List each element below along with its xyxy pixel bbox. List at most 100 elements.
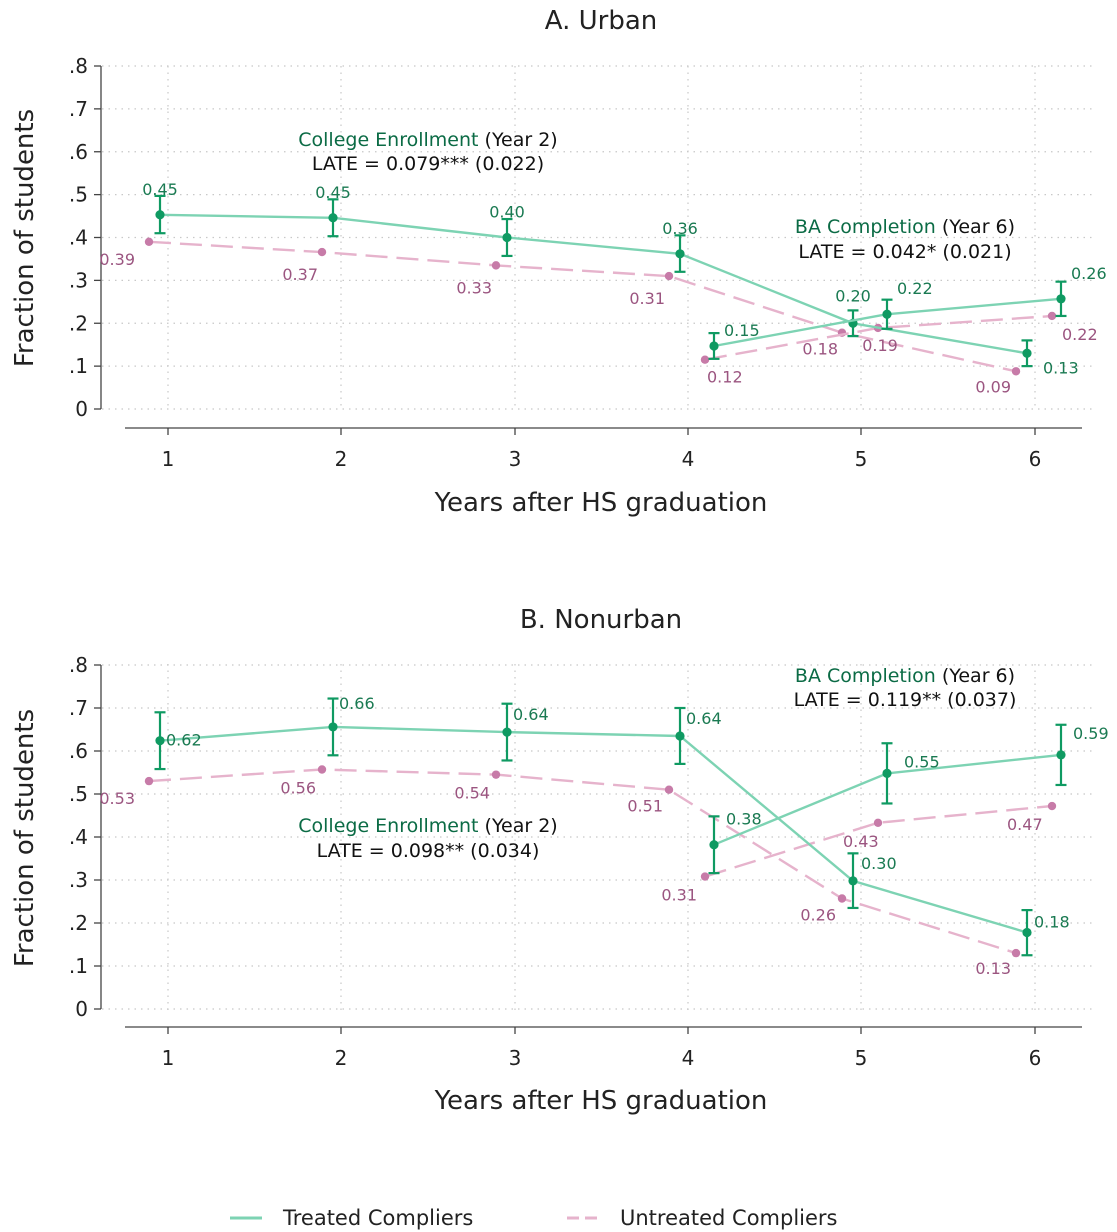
data-label-untreated: 0.12 <box>707 368 743 387</box>
data-label-treated: 0.62 <box>166 731 202 750</box>
annotation-late: LATE = 0.079*** (0.022) <box>312 153 544 175</box>
annotation-rest: (Year 6) <box>936 665 1015 687</box>
annotation-highlight: College Enrollment <box>298 129 478 151</box>
annotation-ba-completion: BA Completion (Year 6) <box>795 665 1015 687</box>
series-line-untreated <box>704 804 1053 878</box>
data-point-untreated <box>317 247 327 257</box>
data-label-untreated: 0.56 <box>280 778 316 797</box>
series-line-untreated <box>148 240 1017 373</box>
data-label-untreated: 0.22 <box>1062 325 1098 344</box>
data-point-treated <box>848 876 858 886</box>
data-point-untreated <box>700 355 710 364</box>
annotation-highlight: College Enrollment <box>298 815 478 837</box>
y-tick-label: .2 <box>69 911 88 935</box>
annotation-highlight: BA Completion <box>795 665 936 687</box>
x-tick-label: 3 <box>509 1046 522 1070</box>
data-label-treated: 0.22 <box>897 279 933 298</box>
x-tick-label: 1 <box>162 1046 175 1070</box>
data-point-treated <box>675 249 685 259</box>
y-tick-label: .6 <box>69 739 88 763</box>
data-label-treated: 0.36 <box>662 219 698 238</box>
data-label-treated: 0.66 <box>339 694 375 713</box>
y-tick-label: .6 <box>69 140 88 164</box>
x-tick-label: 5 <box>855 1046 868 1070</box>
data-label-untreated: 0.09 <box>975 377 1011 396</box>
data-point-treated <box>709 840 719 850</box>
axes: 0 .1 .2 .3 .4 .5 .6 .7 .8 1 2 3 4 5 6 <box>69 54 1082 471</box>
data-point-treated <box>502 727 512 737</box>
data-point-untreated <box>491 261 501 270</box>
data-point-treated <box>1056 750 1066 760</box>
x-tick-label: 4 <box>682 1046 695 1070</box>
data-point-untreated <box>664 271 674 281</box>
panel-urban: A. Urban Fraction of students Years afte… <box>10 6 1107 518</box>
x-axis-label: Years after HS graduation <box>434 488 768 518</box>
data-point-treated <box>328 213 338 223</box>
annotations: BA Completion (Year 6) LATE = 0.119** (0… <box>298 665 1016 862</box>
data-label-treated: 0.55 <box>904 752 940 771</box>
data-label-treated: 0.13 <box>1043 358 1079 377</box>
legend: Treated Compliers Untreated Compliers <box>230 1206 838 1230</box>
y-tick-label: 0 <box>75 997 88 1021</box>
y-tick-label: .5 <box>69 183 88 207</box>
data-label-untreated: 0.43 <box>843 832 879 851</box>
annotation-rest: (Year 2) <box>479 129 558 151</box>
annotation-ba-completion: BA Completion (Year 6) <box>795 216 1015 238</box>
y-tick-label: .3 <box>69 868 88 892</box>
y-tick-label: .8 <box>69 54 88 78</box>
y-tick-label: .2 <box>69 311 88 335</box>
data-label-untreated: 0.37 <box>282 265 318 284</box>
data-point-treated <box>155 210 165 220</box>
y-tick-label: .4 <box>69 825 88 849</box>
data-label-treated: 0.18 <box>1034 912 1070 931</box>
x-tick-label: 3 <box>509 447 522 471</box>
data-label-treated: 0.45 <box>315 183 351 202</box>
annotation-college-enrollment: College Enrollment (Year 2) <box>298 129 557 151</box>
x-tick-label: 2 <box>335 447 348 471</box>
data-label-untreated: 0.13 <box>975 959 1011 978</box>
annotation-late: LATE = 0.042* (0.021) <box>798 241 1011 263</box>
data-labels: 0.39 0.37 0.33 0.31 0.18 0.09 0.12 0.19 0.22 0.45… <box>99 180 1106 396</box>
data-point-untreated <box>1047 801 1057 811</box>
data-label-untreated: 0.31 <box>629 289 665 308</box>
annotation-late: LATE = 0.119** (0.037) <box>794 689 1017 711</box>
data-label-untreated: 0.26 <box>800 905 836 924</box>
data-labels: 0.53 0.56 0.54 0.51 0.26 0.13 0.31 0.43 0.47 0.62… <box>99 694 1108 978</box>
data-label-treated: 0.38 <box>726 810 762 829</box>
legend-label-untreated: Untreated Compliers <box>620 1206 838 1230</box>
x-tick-label: 6 <box>1029 1046 1042 1070</box>
data-point-treated <box>709 341 719 351</box>
data-point-treated <box>675 731 685 741</box>
data-label-treated: 0.30 <box>861 854 897 873</box>
data-point-untreated <box>873 818 883 828</box>
data-label-untreated: 0.18 <box>802 340 838 359</box>
panel-title: A. Urban <box>545 6 658 36</box>
data-point-untreated <box>491 770 501 779</box>
data-point-untreated <box>700 872 710 881</box>
data-point-untreated <box>144 776 154 786</box>
annotations: College Enrollment (Year 2) LATE = 0.079… <box>298 129 1015 263</box>
data-point-untreated <box>317 765 327 774</box>
data-label-untreated: 0.19 <box>862 336 898 355</box>
data-point-treated <box>155 736 165 746</box>
y-tick-label: 0 <box>75 397 88 421</box>
data-label-untreated: 0.33 <box>456 278 492 297</box>
data-label-untreated: 0.47 <box>1007 815 1043 834</box>
y-tick-label: .7 <box>69 696 88 720</box>
annotation-rest: (Year 6) <box>936 216 1015 238</box>
data-point-untreated <box>1011 948 1021 958</box>
data-point-treated <box>1022 927 1032 938</box>
series <box>144 194 1067 376</box>
data-label-untreated: 0.53 <box>99 789 135 808</box>
data-point-treated <box>502 232 512 243</box>
data-label-untreated: 0.54 <box>454 784 490 803</box>
data-point-treated <box>1056 294 1066 304</box>
panel-nonurban: B. Nonurban Fraction of students Years a… <box>10 605 1109 1116</box>
annotation-highlight: BA Completion <box>795 216 936 238</box>
data-point-untreated <box>837 894 847 903</box>
series-line-untreated <box>148 768 1017 955</box>
x-axis-label: Years after HS graduation <box>434 1086 768 1116</box>
x-tick-label: 1 <box>162 447 175 471</box>
data-label-untreated: 0.39 <box>99 250 135 269</box>
y-axis-label: Fraction of students <box>10 709 40 967</box>
